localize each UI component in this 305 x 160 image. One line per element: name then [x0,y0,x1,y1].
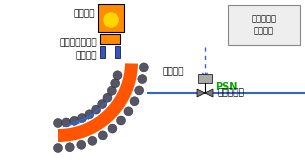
Text: 流量制御: 流量制御 [254,27,274,36]
Circle shape [139,63,148,72]
Circle shape [98,100,107,108]
Text: スプレー水: スプレー水 [218,88,245,97]
Circle shape [85,110,94,119]
Bar [115,46,120,58]
Circle shape [77,114,87,123]
Circle shape [113,71,122,80]
Polygon shape [197,89,205,97]
Circle shape [103,93,112,102]
Bar [228,5,300,45]
Circle shape [111,79,120,88]
Circle shape [53,119,63,128]
Circle shape [92,105,101,114]
Circle shape [88,136,97,145]
Bar [198,74,212,83]
Circle shape [62,118,71,127]
Circle shape [53,144,63,152]
Polygon shape [58,63,138,142]
Circle shape [124,107,133,116]
Text: スプレー: スプレー [163,68,185,76]
Circle shape [65,143,74,152]
Ellipse shape [103,12,119,28]
Polygon shape [205,89,213,97]
Circle shape [130,97,139,106]
Circle shape [117,116,126,125]
Text: モールド: モールド [76,52,97,60]
Circle shape [135,86,144,95]
Circle shape [108,124,117,133]
Text: スプレー水: スプレー水 [252,15,277,24]
Text: タンディッシュ: タンディッシュ [59,39,97,48]
Bar [100,34,120,44]
Circle shape [107,86,116,95]
Circle shape [77,140,86,149]
Circle shape [70,116,79,125]
Bar [100,46,105,58]
Circle shape [138,75,147,84]
Text: レードル: レードル [74,9,95,19]
Circle shape [98,131,107,140]
Bar [98,4,124,32]
Text: PSN: PSN [215,81,237,92]
